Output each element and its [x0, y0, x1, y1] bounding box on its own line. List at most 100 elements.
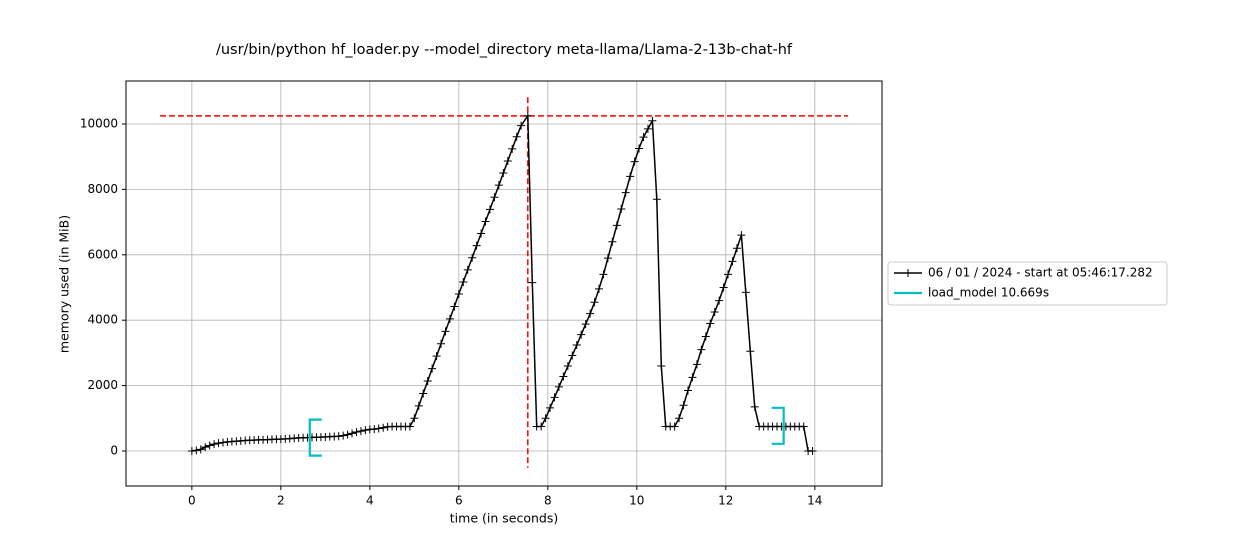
x-tick-label: 8	[544, 494, 552, 508]
x-tick-label: 6	[455, 494, 463, 508]
point-marker	[348, 429, 357, 438]
point-marker	[590, 298, 599, 307]
point-marker	[586, 309, 595, 318]
x-tick-label: 10	[629, 494, 644, 508]
point-marker	[599, 270, 608, 279]
x-axis-label: time (in seconds)	[450, 511, 558, 526]
point-marker	[503, 156, 512, 165]
x-tick-label: 12	[718, 494, 733, 508]
point-marker	[468, 253, 477, 262]
point-marker	[477, 229, 486, 238]
point-marker	[214, 439, 223, 448]
y-tick-label: 10000	[80, 117, 118, 131]
point-marker	[710, 308, 719, 317]
point-marker	[639, 133, 648, 142]
point-marker	[563, 361, 572, 370]
point-marker	[635, 144, 644, 153]
point-marker	[675, 414, 684, 423]
point-marker	[581, 320, 590, 329]
y-tick-label: 0	[110, 444, 118, 458]
point-marker	[432, 352, 441, 361]
point-marker	[419, 389, 428, 398]
point-marker	[201, 443, 210, 452]
point-marker	[508, 144, 517, 153]
point-marker	[706, 319, 715, 328]
point-marker	[652, 195, 661, 204]
point-marker	[370, 425, 379, 434]
point-marker	[441, 327, 450, 336]
point-marker	[697, 345, 706, 354]
point-marker	[490, 193, 499, 202]
point-marker	[374, 424, 383, 433]
y-tick-label: 6000	[87, 247, 118, 261]
point-marker	[612, 221, 621, 230]
point-marker	[196, 445, 205, 454]
point-marker	[630, 157, 639, 166]
plot-frame	[125, 80, 883, 487]
point-marker	[559, 372, 568, 381]
point-marker	[428, 364, 437, 373]
point-marker	[603, 254, 612, 263]
point-marker	[541, 414, 550, 423]
point-marker	[626, 172, 635, 181]
point-marker	[205, 441, 214, 450]
y-tick-label: 8000	[87, 182, 118, 196]
point-marker	[523, 111, 532, 120]
point-marker	[361, 426, 370, 435]
point-marker	[405, 422, 414, 431]
point-marker	[356, 427, 365, 436]
point-marker	[219, 438, 228, 447]
point-marker	[343, 430, 352, 439]
point-marker	[472, 241, 481, 250]
point-marker	[683, 386, 692, 395]
point-marker	[608, 237, 617, 246]
point-marker	[494, 181, 503, 190]
x-tick-label: 14	[807, 494, 822, 508]
x-tick-label: 0	[188, 494, 196, 508]
point-marker	[728, 257, 737, 266]
y-tick-label: 2000	[87, 378, 118, 392]
point-marker	[746, 347, 755, 356]
point-marker	[657, 361, 666, 370]
point-marker	[808, 447, 817, 456]
point-marker	[414, 401, 423, 410]
point-marker	[445, 314, 454, 323]
point-marker	[715, 296, 724, 305]
series-line	[191, 113, 813, 452]
x-tick-label: 4	[366, 494, 374, 508]
point-marker	[724, 270, 733, 279]
point-marker	[481, 217, 490, 226]
point-marker	[334, 432, 343, 441]
point-marker	[528, 278, 537, 287]
point-marker	[517, 121, 526, 130]
point-marker	[546, 403, 555, 412]
point-marker	[577, 330, 586, 339]
point-marker	[450, 302, 459, 311]
point-marker	[595, 284, 604, 293]
function-end-bracket	[771, 406, 785, 445]
legend-label: load_model 10.669s	[928, 286, 1049, 300]
point-marker	[379, 423, 388, 432]
function-start-bracket	[308, 418, 322, 457]
point-marker	[537, 422, 546, 431]
point-marker	[192, 446, 201, 455]
point-marker	[423, 377, 432, 386]
point-marker	[670, 422, 679, 431]
point-marker	[210, 440, 219, 449]
point-marker	[648, 116, 657, 125]
point-marker	[459, 277, 468, 286]
point-marker	[339, 431, 348, 440]
point-marker	[719, 283, 728, 292]
point-marker	[688, 373, 697, 382]
point-marker	[568, 351, 577, 360]
point-marker	[617, 205, 626, 214]
point-marker	[550, 393, 559, 402]
point-marker	[512, 132, 521, 141]
legend-marker	[904, 269, 912, 277]
legend-label: 06 / 01 / 2024 - start at 05:46:17.282	[928, 266, 1153, 280]
x-tick-label: 2	[277, 494, 285, 508]
point-marker	[679, 401, 688, 410]
point-marker	[701, 332, 710, 341]
point-marker	[352, 428, 361, 437]
